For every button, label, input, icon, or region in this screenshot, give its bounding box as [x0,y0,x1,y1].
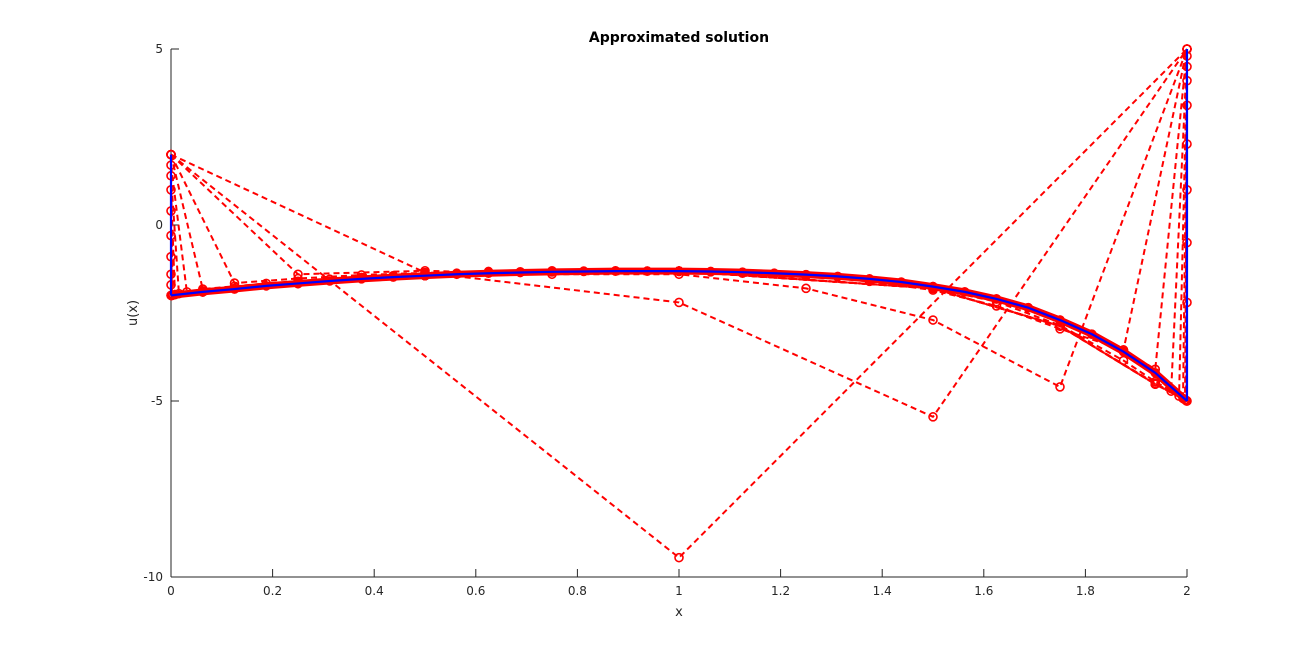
x-tick-label: 0.8 [568,584,587,598]
tick-labels: 0 0.2 0.4 0.6 0.8 1 1.2 1.4 1.6 1.8 2 5 0 -5 -10 [143,42,1190,598]
iterate-line-3 [170,48,1188,388]
iterate-marker [801,283,811,294]
iterate-marker [1150,379,1161,389]
x-tick-label: 1.6 [974,584,993,598]
x-tick-label: 2 [1183,584,1191,598]
x-axis-label: x [675,605,683,620]
exact-solution-line [170,270,1188,402]
iterate-line-4 [170,48,1188,351]
chart-title: Approximated solution [589,30,769,46]
converged-marker [1055,315,1065,325]
axes [170,48,1188,578]
converged-marker [1086,329,1097,339]
iterate-line-7 [170,66,1188,398]
x-tick-label: 1 [675,584,683,598]
iterate-marker [928,412,938,422]
x-tick-label: 1.2 [771,584,790,598]
y-tick-label: -5 [151,394,163,408]
iterate-line-8 [170,80,1188,400]
y-tick-label: 0 [155,218,163,232]
plot-area [166,44,1192,563]
converged-marker [1150,368,1161,378]
x-tick-label: 1.8 [1076,584,1095,598]
iterate-marker [1055,382,1065,392]
iterate-marker [674,297,684,308]
x-tick-label: 0.6 [466,584,485,598]
iterate-line-13 [170,270,1188,402]
iterate-line-11 [170,189,1188,402]
y-axis-label: u(x) [126,300,141,326]
iterate-marker [928,315,938,325]
y-tick-label: 5 [155,42,163,56]
x-tick-label: 0.2 [263,584,282,598]
x-tick-label: 0 [167,584,175,598]
iterate-line-2 [170,48,1188,418]
x-tick-label: 1.4 [873,584,892,598]
iterate-line-6 [170,55,1188,393]
converged-marker [1118,346,1129,357]
y-tick-label: -10 [143,570,163,584]
iterate-line-9 [170,105,1188,401]
iterate-line-5 [170,48,1188,371]
x-tick-label: 0.4 [365,584,384,598]
iterate-marker [674,552,684,563]
converged-band [170,267,1190,404]
iterate-line-1 [170,48,1188,559]
